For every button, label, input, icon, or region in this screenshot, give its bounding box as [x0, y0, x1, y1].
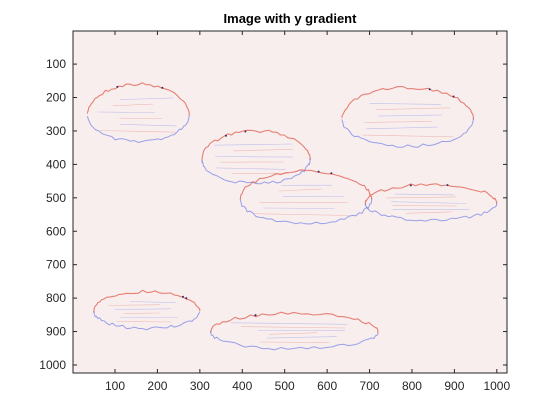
x-tick-label: 600	[317, 379, 337, 393]
edge-speck	[447, 184, 449, 186]
y-tick-label: 800	[46, 291, 66, 305]
y-tick-label: 500	[46, 191, 66, 205]
edge-speck	[330, 172, 332, 174]
edge-speck	[225, 135, 227, 137]
y-tick-label: 200	[46, 91, 66, 105]
edge-speck	[185, 297, 187, 299]
edge-speck	[453, 96, 455, 98]
edge-speck	[410, 184, 412, 186]
x-tick-label: 200	[147, 379, 167, 393]
x-tick-label: 1000	[483, 379, 510, 393]
x-tick-label: 700	[360, 379, 380, 393]
chart-title: Image with y gradient	[224, 11, 358, 26]
y-tick-label: 100	[46, 57, 66, 71]
edge-speck	[244, 131, 246, 133]
x-tick-label: 500	[275, 379, 295, 393]
edge-speck	[182, 296, 184, 298]
x-tick-label: 900	[444, 379, 464, 393]
x-tick-label: 300	[190, 379, 210, 393]
edge-speck	[116, 86, 118, 88]
edge-speck	[161, 87, 163, 89]
x-tick-label: 400	[232, 379, 252, 393]
x-tick-label: 100	[105, 379, 125, 393]
y-tick-label: 300	[46, 124, 66, 138]
edge-speck	[318, 171, 320, 173]
x-tick-label: 800	[402, 379, 422, 393]
y-tick-label: 400	[46, 157, 66, 171]
edge-speck	[429, 88, 431, 90]
y-tick-label: 600	[46, 224, 66, 238]
y-tick-label: 1000	[39, 358, 66, 372]
y-tick-label: 700	[46, 258, 66, 272]
edge-speck	[255, 314, 257, 316]
y-tick-label: 900	[46, 325, 66, 339]
